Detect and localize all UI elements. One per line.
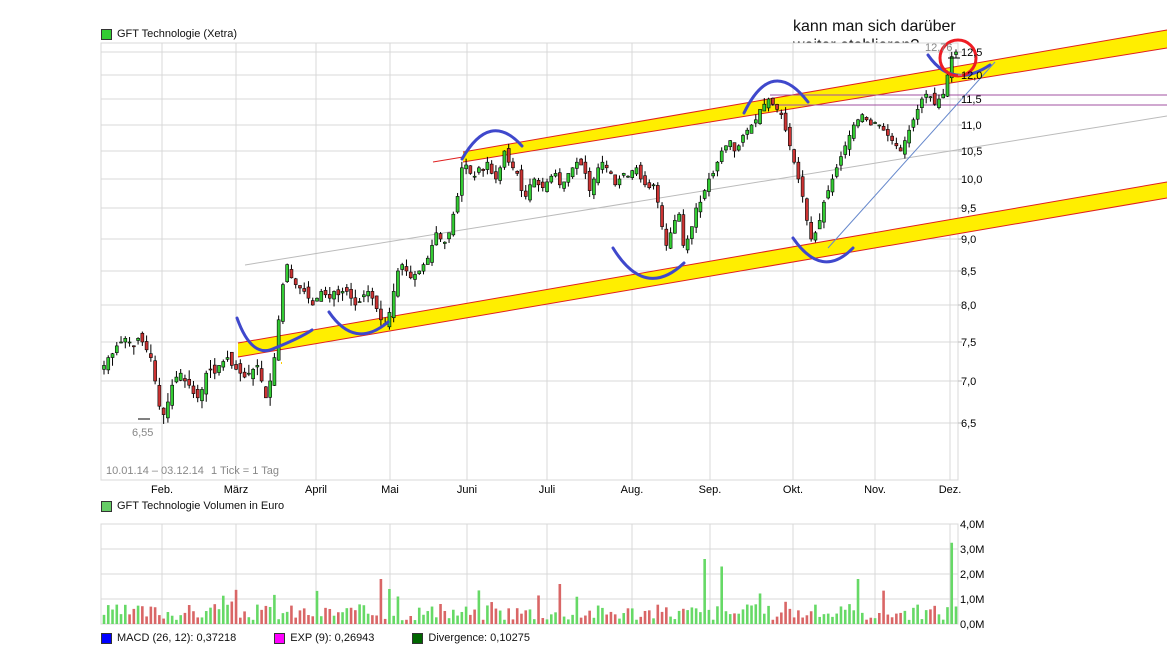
price-legend-swatch (101, 28, 112, 40)
svg-text:Mai: Mai (381, 484, 399, 496)
svg-text:8,5: 8,5 (961, 266, 976, 278)
candlestick-series (102, 49, 960, 424)
svg-text:6,5: 6,5 (961, 418, 976, 430)
price-grid (100, 42, 959, 481)
svg-text:Dez.: Dez. (939, 484, 962, 496)
high-price-label: 12,76 (925, 42, 953, 54)
svg-text:12,0: 12,0 (961, 70, 982, 82)
exp-value: EXP (9): 0,26943 (290, 632, 375, 644)
exp-legend: EXP (9): 0,26943 (274, 632, 374, 644)
divergence-swatch (412, 632, 424, 644)
date-range-label: 10.01.14 – 03.12.14 (106, 465, 204, 477)
svg-text:11,5: 11,5 (961, 94, 982, 106)
volume-legend-swatch (101, 500, 112, 512)
svg-text:3,0M: 3,0M (960, 544, 984, 556)
svg-text:10,0: 10,0 (961, 174, 982, 186)
time-x-axis: Feb. März April Mai Juni Juli Aug. Sep. Okt. Nov.… (151, 484, 961, 496)
svg-text:Okt.: Okt. (783, 484, 803, 496)
volume-grid (100, 523, 959, 625)
svg-text:März: März (224, 484, 248, 496)
svg-text:10,5: 10,5 (961, 146, 982, 158)
svg-text:11,0: 11,0 (961, 120, 982, 132)
svg-text:4,0M: 4,0M (960, 519, 984, 531)
macd-swatch (101, 632, 112, 644)
low-price-label: 6,55 (132, 427, 153, 439)
price-chart-title: GFT Technologie (Xetra) (117, 28, 238, 40)
volume-chart-title: GFT Technologie Volumen in Euro (117, 500, 285, 512)
volume-bars (102, 542, 958, 624)
svg-text:Sep.: Sep. (699, 484, 722, 496)
divergence-value: Divergence: 0,10275 (428, 632, 530, 644)
drawing-annotations (235, 38, 996, 364)
svg-text:7,5: 7,5 (961, 337, 976, 349)
divergence-legend: Divergence: 0,10275 (412, 632, 530, 644)
price-y-axis: 12,5 12,0 11,5 11,0 10,5 10,0 9,5 9,0 8,5 8,0 7,5 7… (958, 47, 982, 430)
svg-text:Juli: Juli (539, 484, 556, 496)
svg-text:12,5: 12,5 (961, 47, 982, 59)
svg-text:Nov.: Nov. (864, 484, 886, 496)
svg-text:8,0: 8,0 (961, 300, 976, 312)
svg-text:0,0M: 0,0M (960, 619, 984, 631)
svg-text:Juni: Juni (457, 484, 477, 496)
indicator-legend: MACD (26, 12): 0,37218 EXP (9): 0,26943 … (101, 632, 530, 644)
svg-text:Aug.: Aug. (621, 484, 644, 496)
exp-swatch (274, 632, 286, 644)
volume-y-axis: 4,0M 3,0M 2,0M 1,0M 0,0M (960, 519, 984, 631)
svg-text:7,0: 7,0 (961, 376, 976, 388)
svg-text:2,0M: 2,0M (960, 569, 984, 581)
svg-text:1,0M: 1,0M (960, 594, 984, 606)
svg-text:Feb.: Feb. (151, 484, 173, 496)
callout-line-1: kann man sich darüber (793, 18, 956, 35)
svg-text:9,5: 9,5 (961, 203, 976, 215)
price-legend: GFT Technologie (Xetra) (101, 28, 237, 40)
svg-text:9,0: 9,0 (961, 234, 976, 246)
tick-info-label: 1 Tick = 1 Tag (211, 465, 279, 477)
macd-value: MACD (26, 12): 0,37218 (117, 632, 237, 644)
volume-legend: GFT Technologie Volumen in Euro (101, 500, 284, 512)
svg-text:April: April (305, 484, 327, 496)
macd-legend: MACD (26, 12): 0,37218 (101, 632, 236, 644)
